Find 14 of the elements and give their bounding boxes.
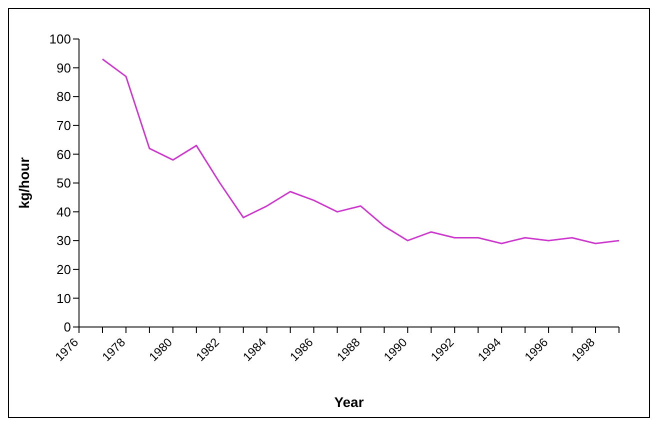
y-tick-label: 10 [56,290,71,306]
y-tick-label: 80 [56,89,71,104]
y-tick-label: 0 [64,320,71,335]
y-tick-label: 60 [56,146,71,162]
y-tick-label: 90 [56,60,71,76]
x-axis-title: Year [334,394,364,410]
y-tick-label: 100 [49,32,71,47]
y-tick-label: 20 [56,262,71,278]
y-axis-title: kg/hour [16,156,32,209]
line-series [102,58,620,244]
y-tick-label: 40 [56,204,71,220]
y-tick-label: 50 [56,176,71,191]
y-tick-label: 30 [56,233,71,248]
y-tick-label: 70 [56,118,71,134]
